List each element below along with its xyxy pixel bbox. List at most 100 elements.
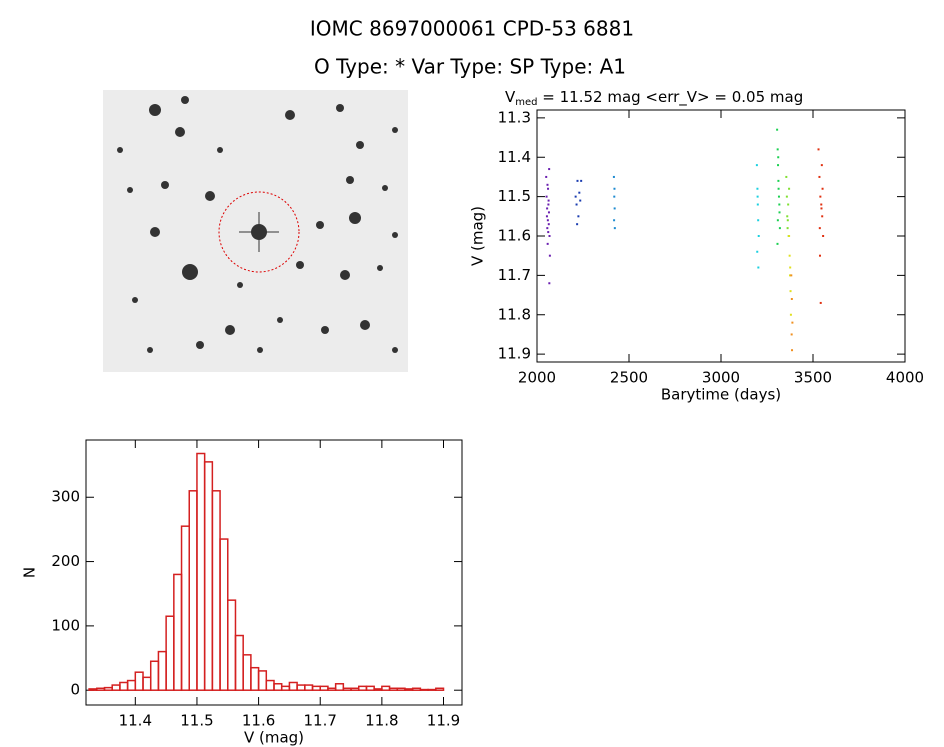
data-point — [789, 313, 792, 316]
data-point — [788, 187, 791, 190]
hist-bar — [342, 687, 352, 691]
data-point — [791, 321, 794, 324]
hist-bar — [396, 687, 406, 691]
data-point — [786, 219, 789, 222]
plot-frame — [536, 109, 906, 363]
hist-bar — [411, 687, 422, 691]
plot-title: Vmed = 11.52 mag <err_V> = 0.05 mag — [505, 88, 803, 109]
data-point — [579, 199, 582, 202]
data-point — [776, 148, 779, 151]
hist-bar — [257, 670, 268, 691]
hist-bar — [288, 681, 298, 691]
hist-bar — [265, 679, 275, 691]
data-point — [545, 215, 548, 218]
y-tick-label: 0 — [70, 681, 80, 699]
data-point — [575, 203, 578, 206]
hist-bar — [273, 683, 283, 691]
hist-bar — [435, 687, 445, 691]
data-point — [789, 274, 791, 277]
data-point — [818, 175, 821, 178]
y-tick-label: 11.5 — [498, 187, 531, 205]
x-tick-label: 11.4 — [119, 712, 152, 730]
data-point — [817, 148, 820, 151]
x-tick-label: 11.5 — [180, 712, 213, 730]
data-point — [790, 333, 793, 336]
data-point — [757, 235, 760, 237]
y-axis-label: V (mag) — [469, 206, 487, 266]
y-tick-label: 300 — [51, 488, 80, 506]
data-point — [577, 215, 580, 218]
data-point — [547, 199, 550, 202]
x-axis-label: V (mag) — [244, 729, 304, 747]
data-point — [580, 179, 583, 182]
data-point — [821, 215, 824, 218]
data-point — [819, 195, 822, 198]
hist-bar — [103, 686, 113, 691]
title-rest: = 11.52 mag <err_V> = 0.05 mag — [538, 88, 804, 107]
y-tick-label: 100 — [51, 616, 80, 634]
hist-bar — [350, 687, 360, 691]
data-point — [576, 179, 579, 182]
data-point — [790, 274, 793, 277]
x-tick-label: 11.6 — [242, 712, 275, 730]
data-point — [547, 231, 550, 234]
data-point — [574, 195, 577, 198]
hist-bar — [427, 688, 437, 691]
hist-bar — [242, 654, 252, 691]
data-point — [548, 282, 551, 285]
data-point — [777, 187, 780, 190]
data-point — [818, 227, 821, 230]
hist-bar — [219, 538, 229, 691]
data-point — [547, 211, 550, 214]
data-point — [791, 349, 794, 352]
page-title: IOMC 8697000061 CPD-53 6881 — [310, 17, 634, 41]
x-tick-label: 2000 — [518, 369, 556, 387]
hist-bar — [404, 688, 414, 691]
hist-bar — [296, 684, 306, 691]
hist-bar — [88, 688, 98, 691]
hist-bar — [96, 687, 106, 691]
star-image — [103, 90, 408, 372]
y-tick-label: 200 — [51, 552, 80, 570]
data-point — [790, 298, 793, 300]
y-tick-label: 11.6 — [498, 227, 531, 245]
data-point — [612, 175, 615, 178]
data-point — [821, 187, 824, 190]
data-point — [776, 128, 779, 131]
hist-bar — [149, 660, 160, 691]
data-point — [789, 266, 792, 269]
data-point — [777, 156, 780, 159]
y-tick-label: 11.7 — [498, 266, 531, 284]
data-point — [776, 219, 779, 222]
data-point — [778, 227, 781, 230]
hist-bar — [211, 490, 221, 691]
data-point — [820, 207, 823, 210]
hist-bar — [381, 685, 391, 691]
data-point — [548, 254, 551, 257]
y-tick-label: 11.3 — [498, 108, 531, 126]
data-point — [613, 195, 616, 198]
hist-bar — [280, 685, 291, 691]
data-point — [546, 183, 549, 186]
data-point — [578, 191, 581, 194]
x-tick-label: 11.9 — [427, 712, 460, 730]
hist-bar — [365, 685, 375, 691]
title-v: V — [505, 88, 516, 106]
hist-bar — [304, 684, 314, 691]
data-point — [547, 223, 550, 226]
data-point — [756, 250, 759, 253]
hist-bar — [165, 615, 175, 691]
data-point — [757, 219, 760, 222]
data-point — [785, 175, 788, 178]
hist-bar — [157, 650, 167, 691]
hist-bar — [388, 687, 399, 691]
x-tick-label: 2500 — [610, 369, 648, 387]
x-tick-label: 3000 — [702, 369, 740, 387]
data-point — [785, 195, 788, 198]
data-point — [788, 235, 791, 237]
hist-bar — [203, 461, 214, 691]
data-point — [547, 203, 550, 206]
hist-bar — [327, 687, 337, 691]
data-point — [777, 179, 780, 182]
